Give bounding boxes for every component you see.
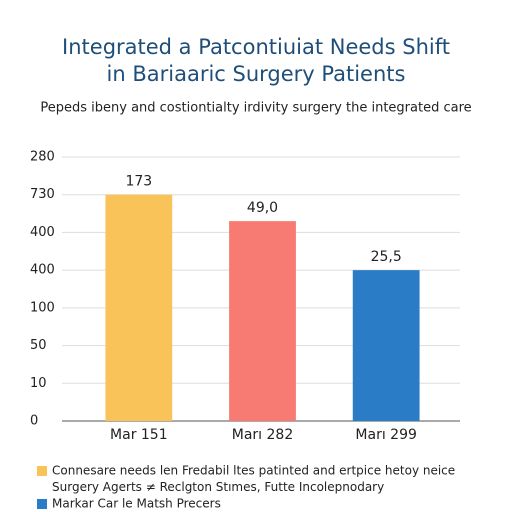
legend-swatch <box>37 499 47 509</box>
y-tick-label: 50 <box>30 338 47 353</box>
legend-label: Surgery Agerts ≠ Reclgton Stımes, Futte … <box>52 480 384 494</box>
x-tick-label: Marı 299 <box>355 427 416 443</box>
chart-title: in Bariaaric Surgery Patients <box>107 62 406 86</box>
y-tick-label: 400 <box>30 263 55 278</box>
y-tick-label: 280 <box>30 150 55 165</box>
legend-swatch <box>37 466 47 476</box>
y-tick-label: 10 <box>30 376 47 391</box>
bar <box>229 221 296 421</box>
bar <box>352 270 420 421</box>
bar-label: 49,0 <box>247 200 278 216</box>
y-tick-label: 730 <box>30 187 55 202</box>
legend-label: Markar Car le Matsh Precers <box>52 497 221 511</box>
chart-subtitle: Pepeds ibeny and costiontialty irdivity … <box>40 101 471 116</box>
bar <box>105 194 173 421</box>
y-tick-label: 400 <box>30 225 55 240</box>
chart-title: Integrated a Patcontiuiat Needs Shift <box>62 35 450 59</box>
legend-label: Connesare needs len Fredabil ltes patint… <box>52 464 455 478</box>
y-tick-label: 0 <box>30 414 38 429</box>
bar-label: 25,5 <box>371 249 402 265</box>
x-tick-label: Marı 282 <box>232 427 293 443</box>
bar-label: 173 <box>125 174 152 190</box>
y-tick-label: 100 <box>30 300 55 315</box>
x-tick-label: Mar 151 <box>110 427 168 443</box>
